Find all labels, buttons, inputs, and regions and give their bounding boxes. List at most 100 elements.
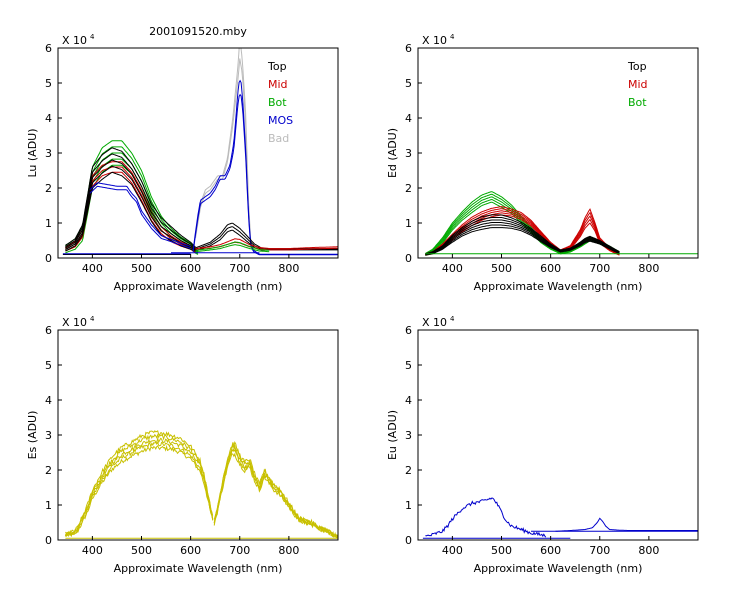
legend-entry-bad: Bad xyxy=(268,132,289,145)
x-tick-label: 500 xyxy=(131,544,152,557)
series-2-line-1 xyxy=(65,165,196,251)
series-2-line-0 xyxy=(65,171,196,252)
y-tick-label: 4 xyxy=(45,394,52,407)
legend-entry-mid: Mid xyxy=(268,78,288,91)
figure-title: 2001091520.mby xyxy=(149,25,247,38)
x-tick-label: 600 xyxy=(540,544,561,557)
series-8-line-1 xyxy=(195,241,270,251)
y-multiplier: X 10 xyxy=(422,316,447,329)
plot-frame xyxy=(417,329,699,541)
y-tick-label: 5 xyxy=(45,77,52,90)
series-group xyxy=(425,191,698,257)
legend-entry-mos: MOS xyxy=(268,114,293,127)
series-0-line-2 xyxy=(65,436,214,536)
x-tick-label: 600 xyxy=(180,262,201,275)
series-2-line-2 xyxy=(65,159,196,250)
series-2-line-4 xyxy=(425,217,620,255)
x-axis-label: Approximate Wavelength (nm) xyxy=(474,562,643,575)
series-2-line-4 xyxy=(65,147,196,248)
y-axis-label: Lu (ADU) xyxy=(26,128,39,177)
y-tick-label: 5 xyxy=(405,77,412,90)
y-multiplier: X 10 xyxy=(422,34,447,47)
y-tick-label: 5 xyxy=(405,359,412,372)
y-tick-label: 6 xyxy=(405,324,412,337)
y-tick-label: 3 xyxy=(45,147,52,160)
y-tick-label: 5 xyxy=(45,359,52,372)
y-tick-label: 0 xyxy=(405,534,412,547)
legend-entry-top: Top xyxy=(267,60,287,73)
series-0-line-0 xyxy=(425,497,547,538)
series-3-line-1 xyxy=(89,182,191,247)
x-tick-label: 700 xyxy=(229,262,250,275)
y-tick-label: 0 xyxy=(405,252,412,265)
y-multiplier-exponent: 4 xyxy=(90,33,95,41)
x-tick-label: 800 xyxy=(638,262,659,275)
x-tick-label: 700 xyxy=(229,544,250,557)
series-2-line-1 xyxy=(425,224,620,256)
y-axis-label: Ed (ADU) xyxy=(386,128,399,178)
series-1-line-0 xyxy=(555,517,698,532)
y-tick-label: 4 xyxy=(405,112,412,125)
series-4-line-0 xyxy=(195,58,255,252)
x-tick-label: 400 xyxy=(442,544,463,557)
y-multiplier-exponent: 4 xyxy=(90,315,95,323)
x-tick-label: 600 xyxy=(540,262,561,275)
series-0-line-4 xyxy=(65,430,214,536)
series-0-line-0 xyxy=(65,444,214,538)
y-tick-label: 6 xyxy=(405,42,412,55)
y-tick-label: 4 xyxy=(45,112,52,125)
y-multiplier: X 10 xyxy=(62,34,87,47)
y-tick-label: 1 xyxy=(405,217,412,230)
series-group xyxy=(62,48,338,256)
series-1-line-4 xyxy=(425,206,620,255)
series-2-line-5 xyxy=(425,214,620,255)
series-1-line-4 xyxy=(213,441,338,539)
y-tick-label: 4 xyxy=(405,394,412,407)
series-2-line-2 xyxy=(425,222,620,256)
y-multiplier-exponent: 4 xyxy=(450,33,455,41)
series-2-line-3 xyxy=(65,153,196,249)
legend-entry-bot: Bot xyxy=(268,96,287,109)
y-tick-label: 3 xyxy=(405,429,412,442)
series-group xyxy=(422,497,698,539)
x-tick-label: 800 xyxy=(278,544,299,557)
x-tick-label: 800 xyxy=(638,544,659,557)
y-tick-label: 1 xyxy=(45,217,52,230)
y-tick-label: 2 xyxy=(405,464,412,477)
x-tick-label: 400 xyxy=(82,262,103,275)
x-tick-label: 600 xyxy=(180,544,201,557)
legend-entry-mid: Mid xyxy=(628,78,648,91)
series-5-line-1 xyxy=(192,79,338,255)
x-tick-label: 800 xyxy=(278,262,299,275)
series-6-line-1 xyxy=(195,226,338,250)
legend-entry-top: Top xyxy=(627,60,647,73)
y-tick-label: 0 xyxy=(45,252,52,265)
x-tick-label: 400 xyxy=(82,544,103,557)
y-tick-label: 0 xyxy=(45,534,52,547)
x-tick-label: 500 xyxy=(491,544,512,557)
y-axis-label: Eu (ADU) xyxy=(386,410,399,460)
x-tick-label: 500 xyxy=(131,262,152,275)
y-axis-label: Es (ADU) xyxy=(26,411,39,460)
series-0-line-1 xyxy=(65,441,214,538)
y-tick-label: 3 xyxy=(45,429,52,442)
y-tick-label: 1 xyxy=(405,499,412,512)
y-tick-label: 6 xyxy=(45,42,52,55)
series-2-line-3 xyxy=(425,219,620,255)
series-3-line-0 xyxy=(89,185,191,250)
x-tick-label: 700 xyxy=(589,544,610,557)
y-tick-label: 6 xyxy=(45,324,52,337)
x-tick-label: 400 xyxy=(442,262,463,275)
x-axis-label: Approximate Wavelength (nm) xyxy=(114,562,283,575)
y-multiplier-exponent: 4 xyxy=(450,315,455,323)
y-multiplier: X 10 xyxy=(62,316,87,329)
plot-frame xyxy=(57,329,339,541)
series-4-line-1 xyxy=(195,48,255,251)
series-1-line-2 xyxy=(65,161,196,250)
series-5-line-0 xyxy=(192,93,338,256)
series-6-line-2 xyxy=(195,222,338,250)
